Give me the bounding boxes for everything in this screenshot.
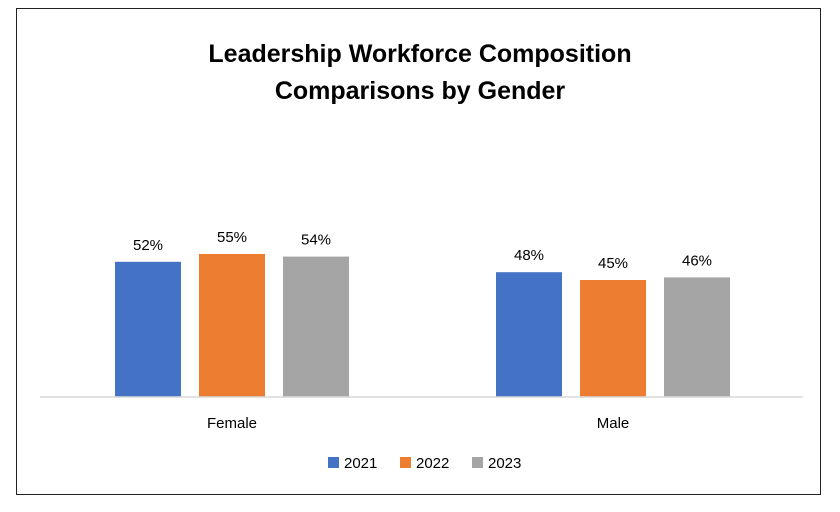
data-label-male-2021: 48% bbox=[514, 247, 544, 264]
data-label-male-2022: 45% bbox=[598, 255, 628, 272]
legend: 2021 2022 2023 bbox=[328, 455, 521, 472]
chart-frame bbox=[16, 8, 821, 495]
bar-male-2022 bbox=[580, 280, 646, 397]
category-labels: Female Male bbox=[207, 415, 629, 432]
bar-female-2022 bbox=[199, 254, 265, 397]
category-label-female: Female bbox=[207, 415, 257, 432]
bar-female-2021 bbox=[115, 261, 181, 397]
legend-label-2021: 2021 bbox=[344, 455, 377, 472]
bars bbox=[115, 254, 730, 397]
chart-title: Leadership Workforce Composition Compari… bbox=[208, 40, 631, 105]
legend-swatch-2023 bbox=[472, 457, 483, 468]
data-labels: 52% 55% 54% 48% 45% 46% bbox=[133, 229, 712, 272]
chart-title-line-1: Leadership Workforce Composition bbox=[208, 40, 631, 68]
bar-male-2021 bbox=[496, 272, 562, 397]
category-label-male: Male bbox=[597, 415, 630, 432]
legend-label-2023: 2023 bbox=[488, 455, 521, 472]
legend-swatch-2021 bbox=[328, 457, 339, 468]
data-label-female-2023: 54% bbox=[301, 232, 331, 249]
bar-male-2023 bbox=[664, 277, 730, 397]
data-label-female-2022: 55% bbox=[217, 229, 247, 246]
bar-female-2023 bbox=[283, 256, 349, 397]
legend-label-2022: 2022 bbox=[416, 455, 449, 472]
data-label-male-2023: 46% bbox=[682, 252, 712, 269]
chart-title-line-2: Comparisons by Gender bbox=[275, 77, 566, 105]
data-label-female-2021: 52% bbox=[133, 237, 163, 254]
legend-swatch-2022 bbox=[400, 457, 411, 468]
